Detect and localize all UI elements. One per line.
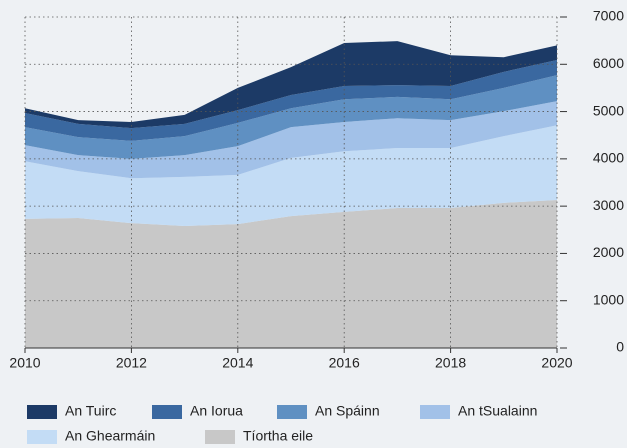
legend-swatch [205,430,235,444]
x-tick-label: 2012 [116,355,147,371]
legend-swatch [277,405,307,419]
area [25,75,557,159]
x-tick-label: 2020 [541,355,572,371]
y-tick-label: 5000 [593,102,624,118]
y-tick-label: 1000 [593,291,624,307]
legend-label: An Ghearmáin [65,428,155,444]
legend-label: An Iorua [190,403,243,419]
x-tick-label: 2014 [222,355,253,371]
area [25,199,557,348]
legend-label: An Spáinn [315,403,380,419]
y-tick-label: 7000 [593,8,624,24]
area [25,41,557,129]
y-tick-label: 3000 [593,197,624,213]
legend-swatch [27,405,57,419]
x-tick-label: 2018 [435,355,466,371]
x-tick-label: 2010 [9,355,40,371]
legend-label: Tíortha eile [243,428,313,444]
legend-label: An Tuirc [65,403,116,419]
y-tick-label: 0 [616,339,624,355]
legend-swatch [27,430,57,444]
area [25,125,557,227]
area [25,60,557,141]
y-tick-label: 6000 [593,55,624,71]
area [25,101,557,179]
x-tick-label: 2016 [329,355,360,371]
legend-swatch [152,405,182,419]
y-tick-label: 2000 [593,244,624,260]
y-tick-label: 4000 [593,150,624,166]
legend-label: An tSualainn [458,403,537,419]
legend-swatch [420,405,450,419]
